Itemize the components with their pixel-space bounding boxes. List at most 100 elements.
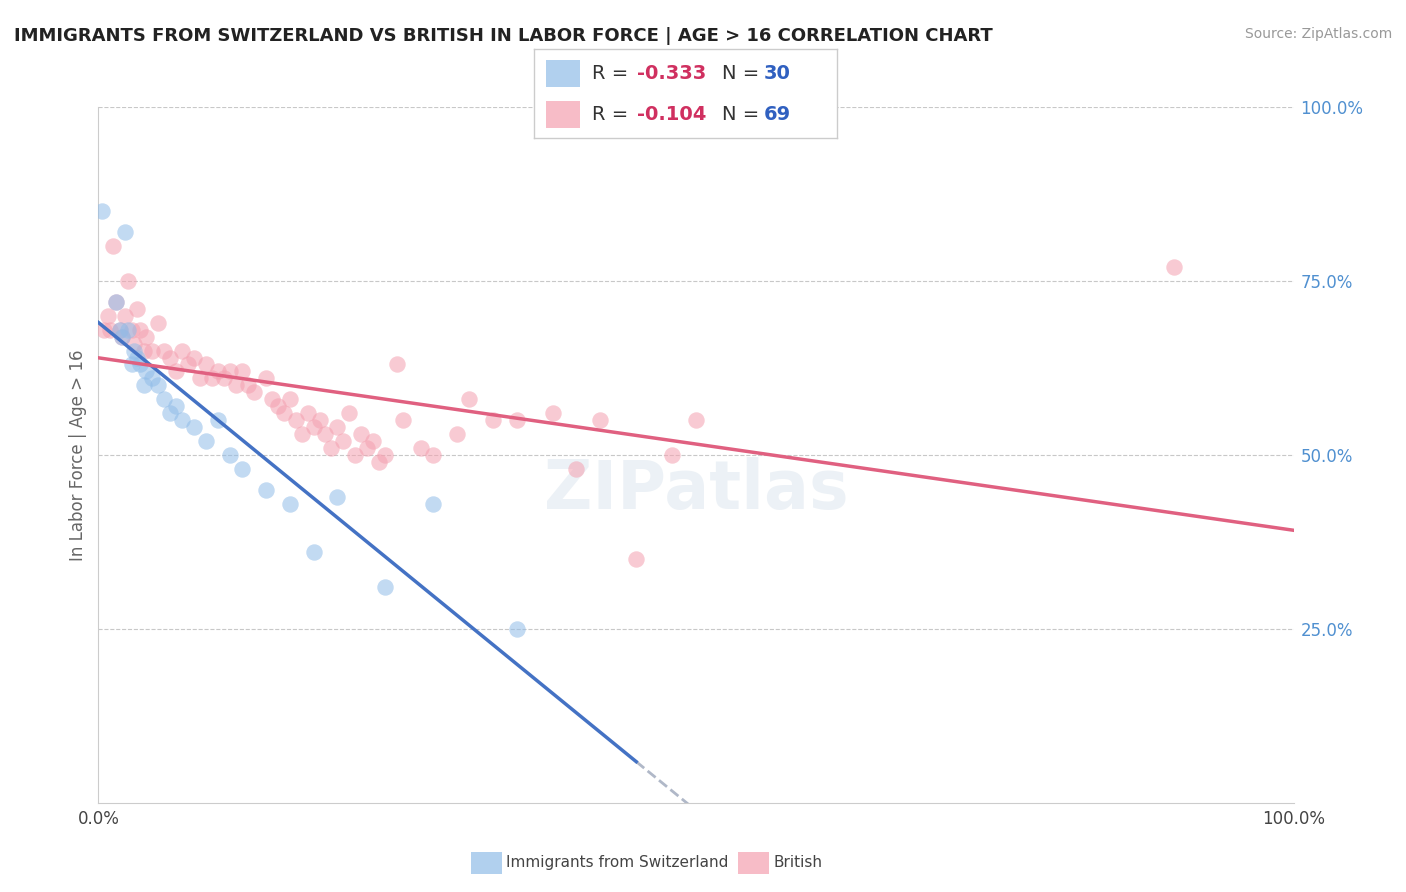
Point bbox=[159, 351, 181, 365]
Point bbox=[685, 413, 707, 427]
Point bbox=[260, 392, 283, 407]
Point bbox=[411, 441, 433, 455]
Point bbox=[124, 336, 146, 351]
Point bbox=[506, 413, 529, 427]
Point bbox=[108, 323, 131, 337]
Text: R =: R = bbox=[592, 104, 634, 124]
Point bbox=[290, 427, 312, 442]
Point bbox=[114, 225, 136, 239]
Bar bbox=[547, 60, 579, 87]
Point bbox=[165, 399, 187, 413]
Bar bbox=[547, 101, 579, 128]
Y-axis label: In Labor Force | Age > 16: In Labor Force | Age > 16 bbox=[69, 349, 87, 561]
Point bbox=[446, 427, 468, 442]
Point bbox=[129, 358, 152, 372]
Point bbox=[177, 358, 200, 372]
Point bbox=[356, 441, 378, 455]
Point bbox=[135, 329, 157, 343]
Point bbox=[141, 371, 163, 385]
Point bbox=[121, 358, 143, 372]
Point bbox=[302, 545, 325, 559]
Point bbox=[302, 420, 325, 434]
Text: -0.333: -0.333 bbox=[637, 63, 706, 83]
Point bbox=[374, 580, 396, 594]
Point bbox=[129, 323, 152, 337]
Point bbox=[97, 309, 120, 323]
Point bbox=[98, 323, 122, 337]
Point bbox=[183, 351, 205, 365]
Point bbox=[207, 364, 229, 378]
Point bbox=[374, 448, 396, 462]
Text: ZIPatlas: ZIPatlas bbox=[544, 457, 848, 523]
Point bbox=[165, 364, 187, 378]
Point bbox=[212, 371, 235, 385]
Point bbox=[339, 406, 360, 420]
Point bbox=[1163, 260, 1185, 274]
Point bbox=[273, 406, 295, 420]
Point bbox=[284, 413, 307, 427]
Point bbox=[231, 364, 253, 378]
Text: British: British bbox=[773, 855, 823, 870]
Text: 69: 69 bbox=[763, 104, 792, 124]
Point bbox=[132, 378, 155, 392]
Point bbox=[132, 343, 155, 358]
Point bbox=[326, 490, 349, 504]
Point bbox=[267, 399, 290, 413]
Point bbox=[422, 448, 444, 462]
Text: IMMIGRANTS FROM SWITZERLAND VS BRITISH IN LABOR FORCE | AGE > 16 CORRELATION CHA: IMMIGRANTS FROM SWITZERLAND VS BRITISH I… bbox=[14, 27, 993, 45]
Point bbox=[626, 552, 648, 566]
Point bbox=[392, 413, 415, 427]
Point bbox=[141, 343, 163, 358]
Point bbox=[117, 323, 139, 337]
Point bbox=[124, 343, 146, 358]
Text: Immigrants from Switzerland: Immigrants from Switzerland bbox=[506, 855, 728, 870]
Point bbox=[207, 413, 229, 427]
Text: 30: 30 bbox=[763, 63, 792, 83]
Point bbox=[219, 364, 242, 378]
Point bbox=[350, 427, 373, 442]
Point bbox=[219, 448, 242, 462]
Text: N =: N = bbox=[721, 63, 765, 83]
Point bbox=[422, 497, 444, 511]
Point bbox=[188, 371, 211, 385]
Point bbox=[108, 323, 131, 337]
Point bbox=[153, 392, 176, 407]
Point bbox=[225, 378, 247, 392]
Point bbox=[91, 204, 114, 219]
Point bbox=[201, 371, 224, 385]
Point bbox=[385, 358, 409, 372]
Point bbox=[541, 406, 564, 420]
Point bbox=[363, 434, 385, 448]
Text: -0.104: -0.104 bbox=[637, 104, 706, 124]
Point bbox=[321, 441, 343, 455]
Point bbox=[135, 364, 157, 378]
Point bbox=[326, 420, 349, 434]
Point bbox=[254, 371, 277, 385]
Point bbox=[332, 434, 354, 448]
Point bbox=[101, 239, 124, 253]
Text: N =: N = bbox=[721, 104, 765, 124]
Point bbox=[172, 343, 194, 358]
Point bbox=[589, 413, 612, 427]
Point bbox=[121, 323, 143, 337]
Point bbox=[344, 448, 367, 462]
Point bbox=[159, 406, 181, 420]
Point bbox=[506, 622, 529, 636]
Point bbox=[111, 329, 134, 343]
Point bbox=[661, 448, 683, 462]
Point bbox=[114, 309, 136, 323]
Point bbox=[254, 483, 277, 497]
Point bbox=[125, 351, 148, 365]
Point bbox=[172, 413, 194, 427]
Point bbox=[105, 294, 128, 309]
Text: Source: ZipAtlas.com: Source: ZipAtlas.com bbox=[1244, 27, 1392, 41]
Point bbox=[308, 413, 330, 427]
Point bbox=[148, 378, 170, 392]
Point bbox=[153, 343, 176, 358]
Point bbox=[93, 323, 115, 337]
Point bbox=[315, 427, 337, 442]
Point bbox=[481, 413, 505, 427]
Point bbox=[117, 274, 139, 288]
Point bbox=[183, 420, 205, 434]
Point bbox=[194, 434, 218, 448]
